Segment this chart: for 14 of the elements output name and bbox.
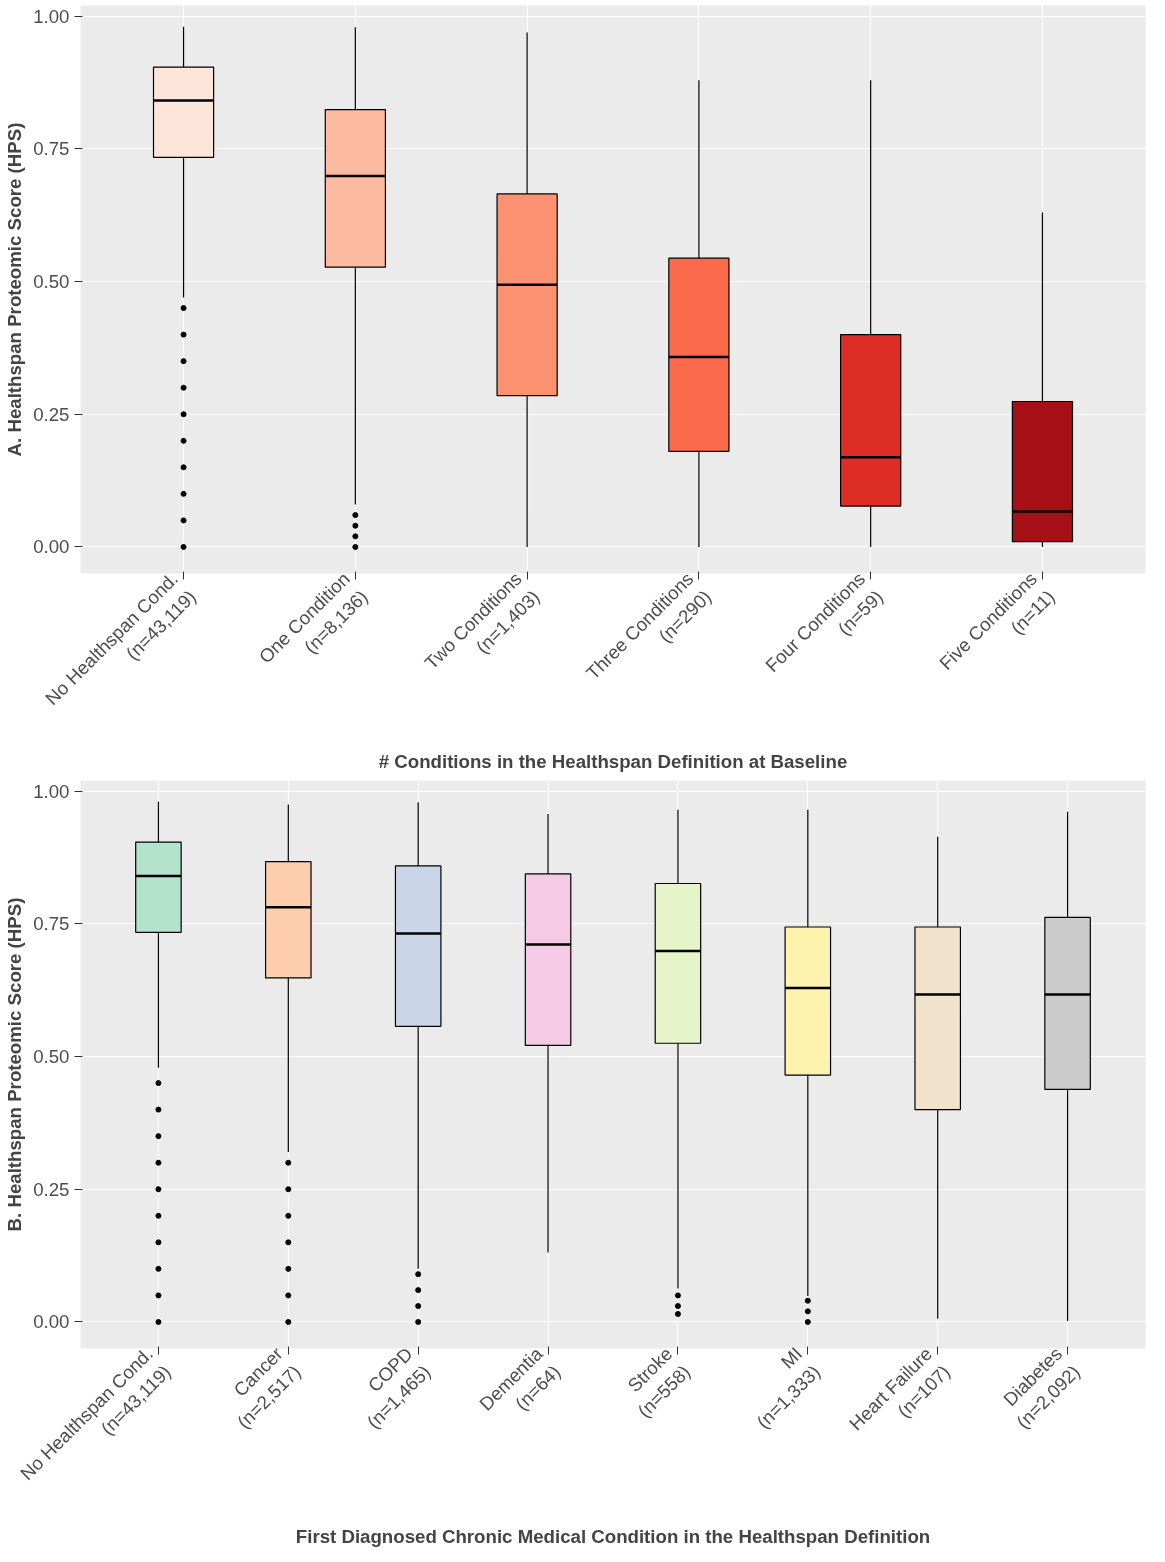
y-axis-title: B. Healthspan Proteomic Score (HPS) — [4, 897, 26, 1232]
y-tick-label: 1.00 — [33, 5, 70, 27]
y-tick-label: 0.75 — [33, 913, 70, 935]
y-tick-label: 0.00 — [33, 536, 70, 558]
y-axis-title: A. Healthspan Proteomic Score (HPS) — [4, 122, 26, 457]
y-tick-label: 0.75 — [33, 138, 70, 160]
y-tick-label: 1.00 — [33, 780, 70, 802]
y-tick-label: 0.50 — [33, 1046, 70, 1068]
x-axis-title: # Conditions in the Healthspan Definition at Baseline — [378, 751, 848, 773]
x-axis-title: First Diagnosed Chronic Medical Condition in the Healthspan Definition — [295, 1526, 931, 1548]
y-tick-label: 0.50 — [33, 271, 70, 293]
y-tick-label: 0.25 — [33, 403, 70, 425]
y-tick-label: 0.25 — [33, 1178, 70, 1200]
y-tick-label: 0.00 — [33, 1311, 70, 1333]
